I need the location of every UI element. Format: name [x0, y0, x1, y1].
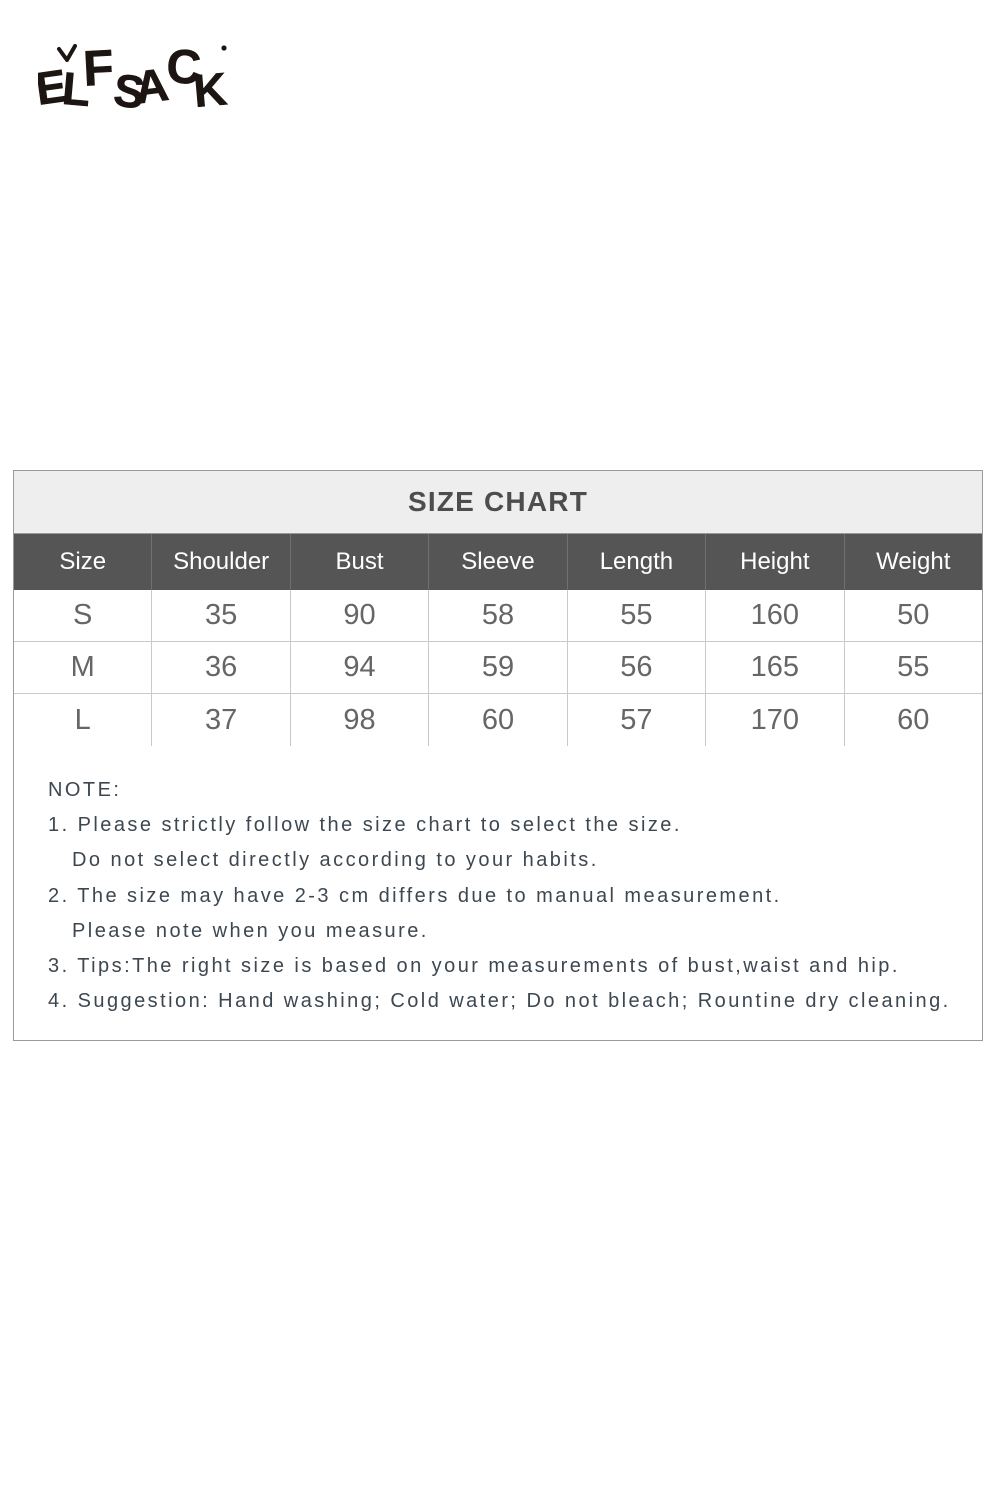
svg-text:K: K — [191, 62, 229, 117]
svg-text:F: F — [82, 39, 115, 97]
